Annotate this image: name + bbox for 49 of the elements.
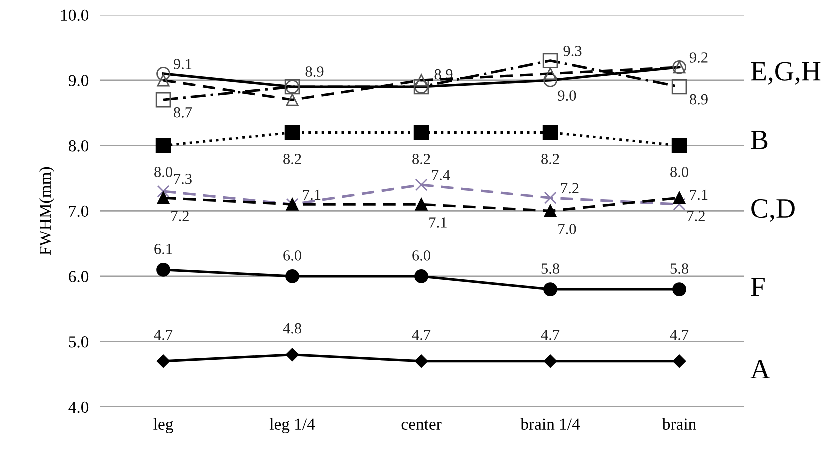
y-tick-label: 6.0 bbox=[69, 271, 89, 282]
data-label: 7.2 bbox=[172, 211, 189, 222]
data-label: 7.1 bbox=[303, 190, 321, 200]
data-label: 9.2 bbox=[690, 52, 708, 63]
text: A bbox=[750, 360, 770, 379]
data-label: 7.1 bbox=[690, 190, 708, 200]
x-tick-label: leg 1/4 bbox=[270, 418, 316, 434]
text: B bbox=[751, 131, 768, 150]
text: E,G,H bbox=[751, 62, 821, 85]
data-label: 9.0 bbox=[558, 90, 576, 102]
data-label: 7.1 bbox=[430, 218, 447, 228]
data-label: 8.9 bbox=[306, 66, 324, 77]
text: C,D bbox=[752, 199, 795, 222]
data-label: 5.8 bbox=[670, 264, 689, 274]
x-tick-label: leg bbox=[154, 418, 174, 434]
x-tick-label: center bbox=[402, 420, 442, 430]
data-label: 4.8 bbox=[283, 323, 302, 334]
y-tick-label: 9.0 bbox=[68, 75, 89, 86]
data-label: 7.4 bbox=[432, 170, 450, 181]
y-tick-label: 4.0 bbox=[68, 402, 89, 414]
data-label: 4.7 bbox=[412, 330, 431, 340]
y-tick-label: 7.0 bbox=[69, 206, 89, 218]
y-axis-title: FWHM(mm) bbox=[39, 167, 54, 256]
data-label: 7.3 bbox=[174, 174, 192, 184]
data-label: 6.0 bbox=[284, 250, 302, 261]
data-label: 7.0 bbox=[558, 224, 576, 234]
data-label: 8.0 bbox=[154, 167, 172, 178]
data-label: 8.2 bbox=[542, 154, 560, 164]
y-tick-label: 8.0 bbox=[69, 140, 89, 152]
data-label: 8.2 bbox=[284, 154, 302, 164]
data-label: 9.1 bbox=[174, 59, 192, 70]
data-label: 8.9 bbox=[690, 94, 708, 105]
data-label: 7.2 bbox=[561, 183, 579, 194]
x-tick-label: brain bbox=[662, 418, 696, 430]
data-label: 8.2 bbox=[412, 154, 430, 164]
data-label: 9.3 bbox=[564, 46, 582, 56]
y-tick-label: 10.0 bbox=[62, 10, 89, 22]
text: F bbox=[751, 278, 765, 296]
data-label: 6.1 bbox=[154, 244, 172, 254]
x-tick-label: brain 1/4 bbox=[520, 418, 580, 430]
data-label: 6.0 bbox=[412, 250, 430, 261]
data-label: 4.7 bbox=[154, 330, 173, 340]
data-label: 4.7 bbox=[670, 330, 689, 340]
data-label: 7.2 bbox=[688, 211, 705, 222]
data-label: 8.0 bbox=[670, 167, 689, 178]
data-label: 8.7 bbox=[174, 107, 192, 118]
data-label: 5.8 bbox=[542, 264, 560, 274]
data-label: 4.7 bbox=[541, 330, 560, 340]
y-tick-label: 5.0 bbox=[69, 336, 89, 348]
